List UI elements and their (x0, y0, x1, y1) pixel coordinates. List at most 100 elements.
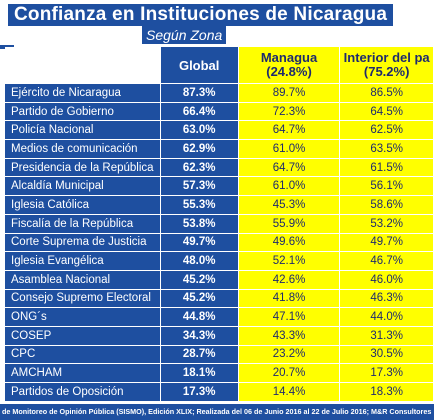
value-managua: 41.8% (237, 288, 341, 309)
value-interior: 86.5% (339, 83, 434, 103)
table-row: Iglesia Evangélica 48.0% 52.1% 46.7% (4, 251, 434, 271)
value-global: 57.3% (159, 176, 239, 197)
institution-name: ONG´s (4, 307, 161, 327)
value-managua: 61.0% (237, 176, 341, 197)
column-header-label: Managua (260, 50, 318, 65)
table-row: Alcaldía Municipal 57.3% 61.0% 56.1% (4, 176, 434, 197)
value-interior: 49.7% (339, 232, 434, 253)
institution-name: Presidencia de la República (4, 157, 161, 178)
table-row: Corte Suprema de Justicia 49.7% 49.6% 49.7% (4, 232, 434, 253)
value-managua: 14.4% (237, 382, 341, 402)
table-header-row: Global Managua (24.8%) Interior del pa (… (4, 46, 434, 84)
value-interior: 30.5% (339, 344, 434, 365)
value-interior: 53.2% (339, 213, 434, 234)
institution-name: Ejército de Nicaragua (4, 83, 161, 103)
value-managua: 61.0% (237, 139, 341, 159)
value-global: 34.3% (159, 325, 239, 346)
institution-name: Alcaldía Municipal (4, 176, 161, 197)
column-header-share: (75.2%) (363, 64, 410, 79)
value-managua: 43.3% (237, 325, 341, 346)
value-interior: 18.3% (339, 382, 434, 402)
value-managua: 45.3% (237, 195, 341, 215)
institution-name: Policía Nacional (4, 120, 161, 141)
column-header-managua: Managua (24.8%) (237, 46, 341, 84)
table-row: Partidos de Oposición 17.3% 14.4% 18.3% (4, 382, 434, 402)
value-global: 18.1% (159, 363, 239, 383)
column-header-interior: Interior del pa (75.2%) (339, 46, 434, 84)
column-header-label: Global (178, 57, 220, 73)
confidence-table: Global Managua (24.8%) Interior del pa (… (4, 46, 434, 402)
value-managua: 55.9% (237, 213, 341, 234)
institution-name: Partidos de Oposición (4, 382, 161, 402)
value-interior: 64.5% (339, 101, 434, 122)
institution-name: Fiscalía de la República (4, 213, 161, 234)
header-blank-cell (4, 46, 161, 84)
table-row: Presidencia de la República 62.3% 64.7% 61.… (4, 157, 434, 178)
institution-name: Consejo Supremo Electoral (4, 288, 161, 309)
value-global: 48.0% (159, 251, 239, 271)
table-row: Asamblea Nacional 45.2% 42.6% 46.0% (4, 269, 434, 290)
source-footer: de Monitoreo de Opinión Pública (SISMO),… (0, 404, 434, 420)
value-interior: 56.1% (339, 176, 434, 197)
value-managua: 64.7% (237, 157, 341, 178)
table-row: Medios de comunicación 62.9% 61.0% 63.5% (4, 139, 434, 159)
value-global: 62.3% (159, 157, 239, 178)
institution-name: COSEP (4, 325, 161, 346)
value-interior: 58.6% (339, 195, 434, 215)
institution-name: AMCHAM (4, 363, 161, 383)
value-managua: 49.6% (237, 232, 341, 253)
value-global: 53.8% (159, 213, 239, 234)
institution-name: Iglesia Evangélica (4, 251, 161, 271)
table-row: Policía Nacional 63.0% 64.7% 62.5% (4, 120, 434, 141)
value-managua: 72.3% (237, 101, 341, 122)
table-row: Fiscalía de la República 53.8% 55.9% 53.2% (4, 213, 434, 234)
institution-name: Asamblea Nacional (4, 269, 161, 290)
value-interior: 17.3% (339, 363, 434, 383)
table-body: Ejército de Nicaragua 87.3% 89.7% 86.5% Part… (4, 83, 434, 402)
value-global: 87.3% (159, 83, 239, 103)
column-header-global: Global (159, 46, 239, 84)
column-header-label: Interior del pa (343, 50, 430, 65)
value-interior: 62.5% (339, 120, 434, 141)
title-area: Confianza en Instituciones de Nicaragua … (0, 0, 434, 46)
table-row: Iglesia Católica 55.3% 45.3% 58.6% (4, 195, 434, 215)
table-row: AMCHAM 18.1% 20.7% 17.3% (4, 363, 434, 383)
value-managua: 89.7% (237, 83, 341, 103)
institution-name: Partido de Gobierno (4, 101, 161, 122)
value-global: 28.7% (159, 344, 239, 365)
value-interior: 31.3% (339, 325, 434, 346)
table-row: CPC 28.7% 23.2% 30.5% (4, 344, 434, 365)
value-global: 45.2% (159, 288, 239, 309)
column-header-share: (24.8%) (266, 64, 312, 79)
value-managua: 47.1% (237, 307, 341, 327)
value-interior: 46.7% (339, 251, 434, 271)
table-row: Partido de Gobierno 66.4% 72.3% 64.5% (4, 101, 434, 122)
value-interior: 61.5% (339, 157, 434, 178)
value-interior: 44.0% (339, 307, 434, 327)
institution-name: Medios de comunicación (4, 139, 161, 159)
table-row: COSEP 34.3% 43.3% 31.3% (4, 325, 434, 346)
value-managua: 20.7% (237, 363, 341, 383)
value-global: 55.3% (159, 195, 239, 215)
value-global: 44.8% (159, 307, 239, 327)
table-row: ONG´s 44.8% 47.1% 44.0% (4, 307, 434, 327)
page-title: Confianza en Instituciones de Nicaragua (8, 4, 394, 26)
value-interior: 46.3% (339, 288, 434, 309)
value-global: 45.2% (159, 269, 239, 290)
value-global: 49.7% (159, 232, 239, 253)
value-managua: 42.6% (237, 269, 341, 290)
value-interior: 46.0% (339, 269, 434, 290)
value-managua: 52.1% (237, 251, 341, 271)
value-interior: 63.5% (339, 139, 434, 159)
value-managua: 64.7% (237, 120, 341, 141)
institution-name: Iglesia Católica (4, 195, 161, 215)
value-global: 66.4% (159, 101, 239, 122)
value-managua: 23.2% (237, 344, 341, 365)
institution-name: CPC (4, 344, 161, 365)
table-row: Ejército de Nicaragua 87.3% 89.7% 86.5% (4, 83, 434, 103)
table-row: Consejo Supremo Electoral 45.2% 41.8% 46.3% (4, 288, 434, 309)
page-subtitle: Según Zona (142, 26, 227, 44)
value-global: 63.0% (159, 120, 239, 141)
value-global: 17.3% (159, 382, 239, 402)
institution-name: Corte Suprema de Justicia (4, 232, 161, 253)
